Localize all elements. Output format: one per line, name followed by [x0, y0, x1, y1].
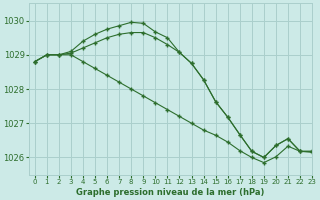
X-axis label: Graphe pression niveau de la mer (hPa): Graphe pression niveau de la mer (hPa) — [76, 188, 265, 197]
